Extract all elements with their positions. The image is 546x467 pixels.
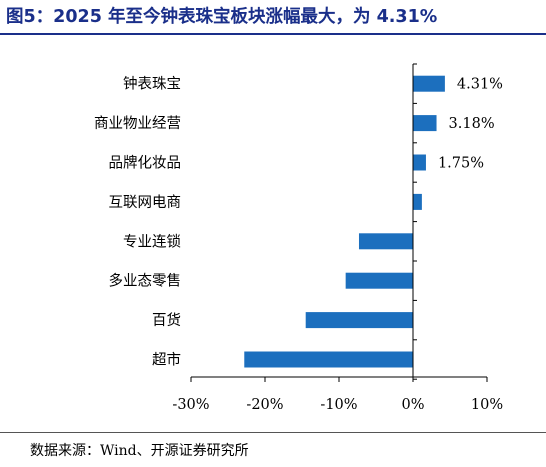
category-label-6: 百货 xyxy=(152,312,181,329)
source-note: 数据来源：Wind、开源证券研究所 xyxy=(30,443,249,459)
category-label-5: 多业态零售 xyxy=(109,273,182,290)
x-tick-label-4: 10% xyxy=(471,397,503,413)
bar-0 xyxy=(413,75,445,92)
data-label-1: 3.18% xyxy=(449,116,495,132)
category-label-7: 超市 xyxy=(152,352,181,369)
bar-7 xyxy=(244,351,413,368)
x-tick-label-1: -20% xyxy=(246,397,283,413)
category-label-4: 专业连锁 xyxy=(123,233,181,250)
bar-chart: 钟表珠宝 4.31% 商业物业经营 3.18% 品牌化妆品 1.75% 互联网电商专业连锁多… xyxy=(94,63,503,413)
bar-5 xyxy=(345,272,413,289)
bar-1 xyxy=(413,115,437,132)
category-label-3: 互联网电商 xyxy=(109,194,182,211)
bar-4 xyxy=(358,233,413,250)
category-label-1: 商业物业经营 xyxy=(94,115,181,132)
bar-6 xyxy=(305,312,413,329)
category-label-0: 钟表珠宝 xyxy=(123,76,181,93)
x-tick-label-3: 0% xyxy=(401,397,424,413)
bar-3 xyxy=(413,193,422,210)
data-label-0: 4.31% xyxy=(457,77,503,93)
chart-title: 图5：2025 年至今钟表珠宝板块涨幅最大，为 4.31% xyxy=(6,7,438,27)
title-divider xyxy=(0,33,546,35)
x-tick-label-2: -10% xyxy=(320,397,357,413)
category-label-2: 品牌化妆品 xyxy=(109,155,182,172)
source-divider xyxy=(0,432,546,433)
plot-area: 钟表珠宝 4.31% 商业物业经营 3.18% 品牌化妆品 1.75% 互联网电商专业连锁多… xyxy=(94,63,503,413)
x-tick-label-0: -30% xyxy=(172,397,209,413)
bar-2 xyxy=(413,154,426,171)
data-label-2: 1.75% xyxy=(438,156,484,172)
